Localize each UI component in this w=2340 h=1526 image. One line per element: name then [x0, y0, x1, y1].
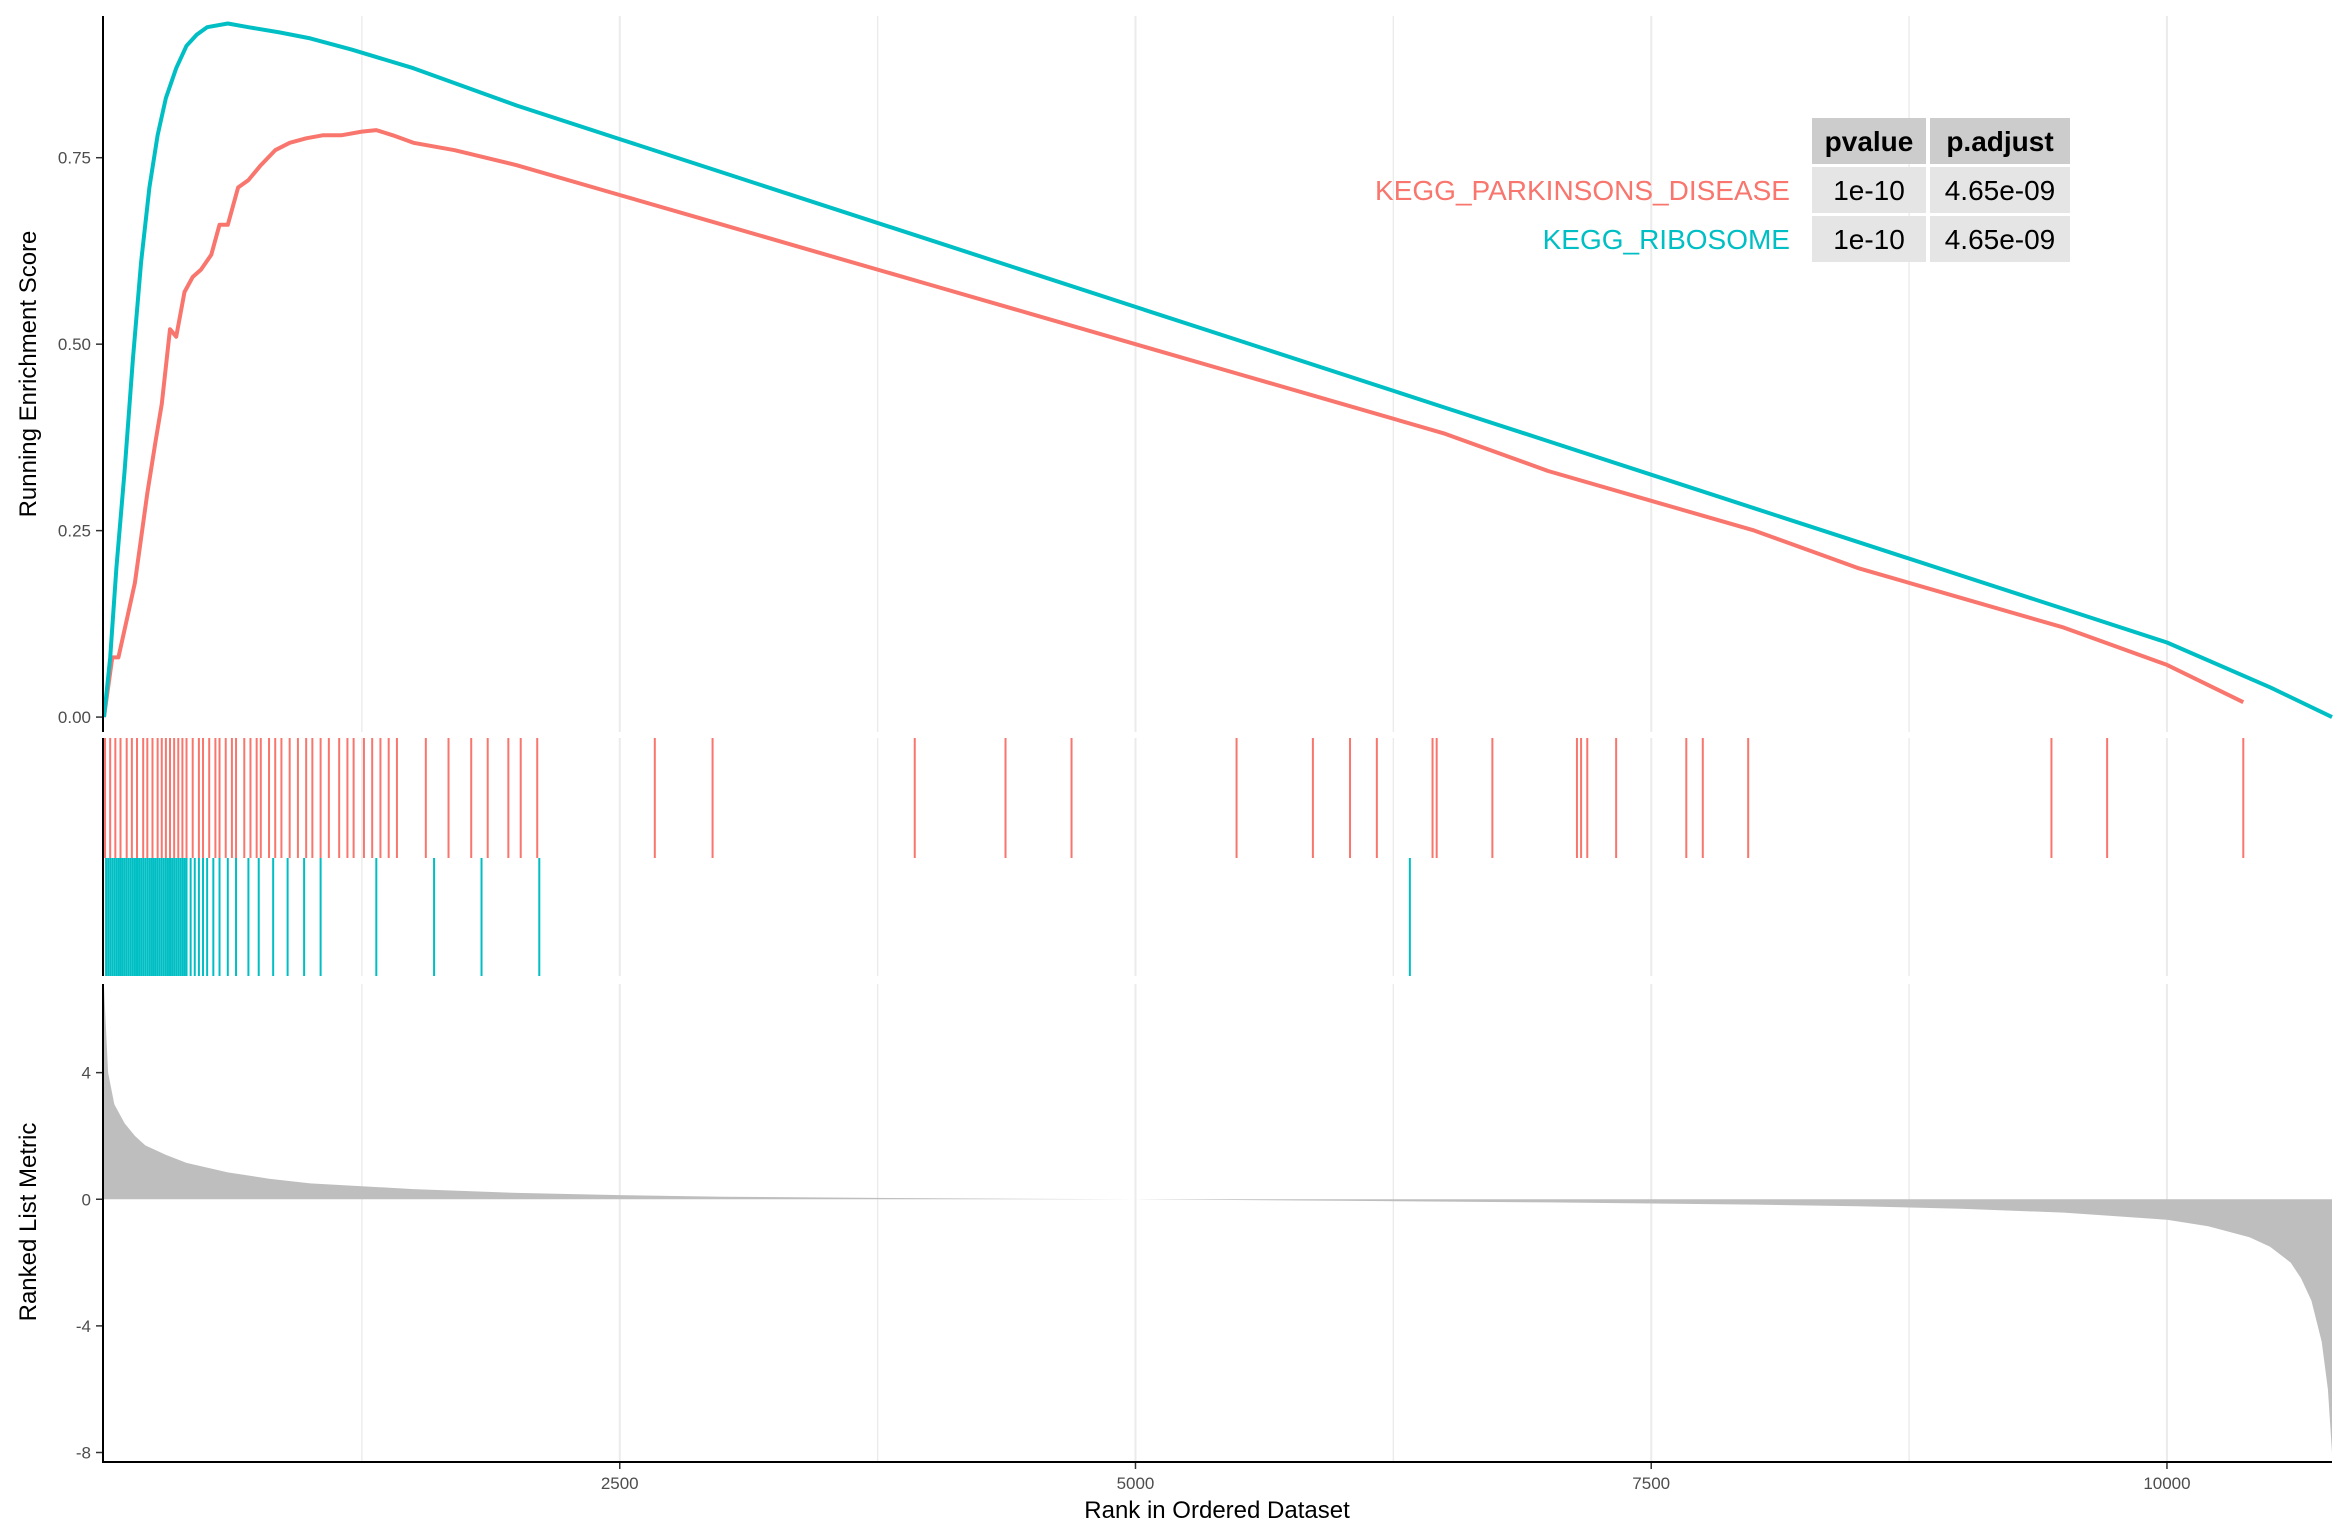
table-cell	[1930, 216, 2070, 262]
x-axis-ticks: 2500 5000 7500 10000	[601, 1462, 2191, 1493]
table-cell	[1930, 167, 2070, 213]
table-header-cell-pvalue	[1812, 118, 1926, 164]
y-tick-label: -4	[76, 1317, 91, 1336]
running-score-ylabel: Running Enrichment Score	[15, 231, 42, 518]
ranked-metric-panel: 4 0 -4 -8 2500 5000 7500 10000 Ranked List Met…	[15, 984, 2332, 1524]
stats-table: pvalue p.adjust KEGG_PARKINSONS_DISEASE …	[1375, 118, 2070, 262]
x-tick-label: 7500	[1632, 1474, 1670, 1493]
y-tick-label: 0.25	[58, 522, 91, 541]
ranked-metric-ylabel: Ranked List Metric	[15, 1123, 42, 1322]
y-tick-label: 0.75	[58, 149, 91, 168]
running-score-lines	[102, 21, 2333, 719]
y-tick-label: 0	[82, 1190, 91, 1209]
table-padjust-ribosome: 4.65e-09	[1945, 224, 2056, 255]
table-cell	[1812, 216, 1926, 262]
running-score-line-kegg_ribosome	[102, 21, 2333, 719]
x-tick-label: 10000	[2143, 1474, 2190, 1493]
table-pvalue-ribosome: 1e-10	[1833, 224, 1905, 255]
x-tick-label: 2500	[601, 1474, 639, 1493]
ranked-metric-y-ticks: 4 0 -4 -8	[76, 1064, 103, 1463]
y-tick-label: -8	[76, 1444, 91, 1463]
x-axis-label: Rank in Ordered Dataset	[1084, 1497, 1350, 1524]
table-row-label-parkinsons: KEGG_PARKINSONS_DISEASE	[1375, 175, 1790, 206]
gene-hits-marks	[104, 738, 2245, 976]
y-tick-label: 0.50	[58, 335, 91, 354]
table-header-pvalue: pvalue	[1825, 126, 1914, 157]
running-score-y-ticks: 0.00 0.25 0.50 0.75	[58, 149, 103, 727]
table-row-label-ribosome: KEGG_RIBOSOME	[1543, 224, 1790, 255]
gene-hits-gridlines	[361, 738, 2168, 976]
running-score-gridlines	[361, 16, 2168, 732]
table-pvalue-parkinsons: 1e-10	[1833, 175, 1905, 206]
running-score-line-kegg_parkinsons_disease	[102, 128, 2245, 718]
x-tick-label: 5000	[1117, 1474, 1155, 1493]
table-header-cell-padjust	[1930, 118, 2070, 164]
gene-hits-panel	[102, 738, 2245, 976]
table-header-padjust: p.adjust	[1946, 126, 2053, 157]
running-score-panel: 0.00 0.25 0.50 0.75 Running Enrichment Scor…	[15, 16, 2333, 732]
y-tick-label: 0.00	[58, 708, 91, 727]
ranked-metric-gridlines	[361, 984, 2168, 1462]
y-tick-label: 4	[82, 1064, 91, 1083]
table-padjust-parkinsons: 4.65e-09	[1945, 175, 2056, 206]
table-cell	[1812, 167, 1926, 213]
